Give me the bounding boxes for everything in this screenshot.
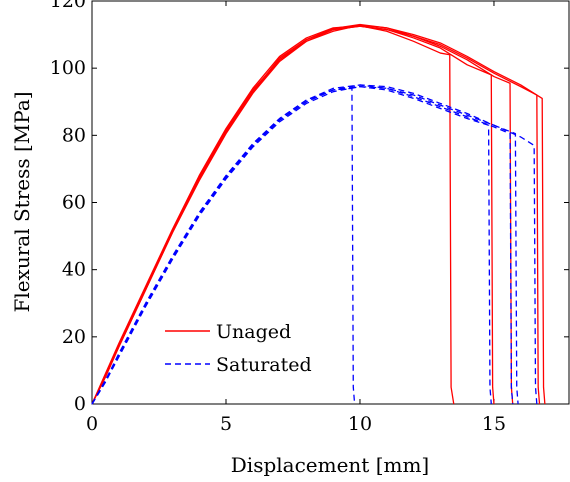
y-tick-label: 100 bbox=[50, 57, 86, 79]
x-axis-label: Displacement [mm] bbox=[231, 453, 429, 477]
y-tick-label: 40 bbox=[62, 259, 86, 281]
y-tick-label: 0 bbox=[74, 393, 86, 415]
series-line-saturated-4 bbox=[91, 85, 519, 405]
y-tick-label: 80 bbox=[62, 124, 86, 146]
x-tick-label: 15 bbox=[482, 413, 506, 435]
legend-label-saturated: Saturated bbox=[216, 354, 312, 376]
y-tick-label: 120 bbox=[50, 0, 86, 12]
series-line-unaged-4 bbox=[91, 25, 541, 405]
ticks: 0 20 40 60 80 100 120 0 5 10 15 bbox=[50, 0, 569, 435]
x-tick-label: 0 bbox=[86, 413, 98, 435]
legend-label-unaged: Unaged bbox=[216, 321, 291, 343]
y-tick-label: 60 bbox=[62, 192, 86, 214]
plot-frame bbox=[91, 0, 570, 405]
series-line-unaged-5 bbox=[91, 23, 546, 405]
y-axis-label: Flexural Stress [MPa] bbox=[10, 91, 34, 312]
series-line-unaged-1 bbox=[91, 25, 455, 405]
series-layer bbox=[91, 23, 546, 405]
x-tick-label: 10 bbox=[348, 413, 372, 435]
series-line-saturated-5 bbox=[91, 84, 538, 405]
y-tick-label: 20 bbox=[62, 326, 86, 348]
x-tick-label: 5 bbox=[220, 413, 232, 435]
legend: Unaged Saturated bbox=[165, 321, 312, 376]
series-line-unaged-2 bbox=[91, 25, 495, 405]
